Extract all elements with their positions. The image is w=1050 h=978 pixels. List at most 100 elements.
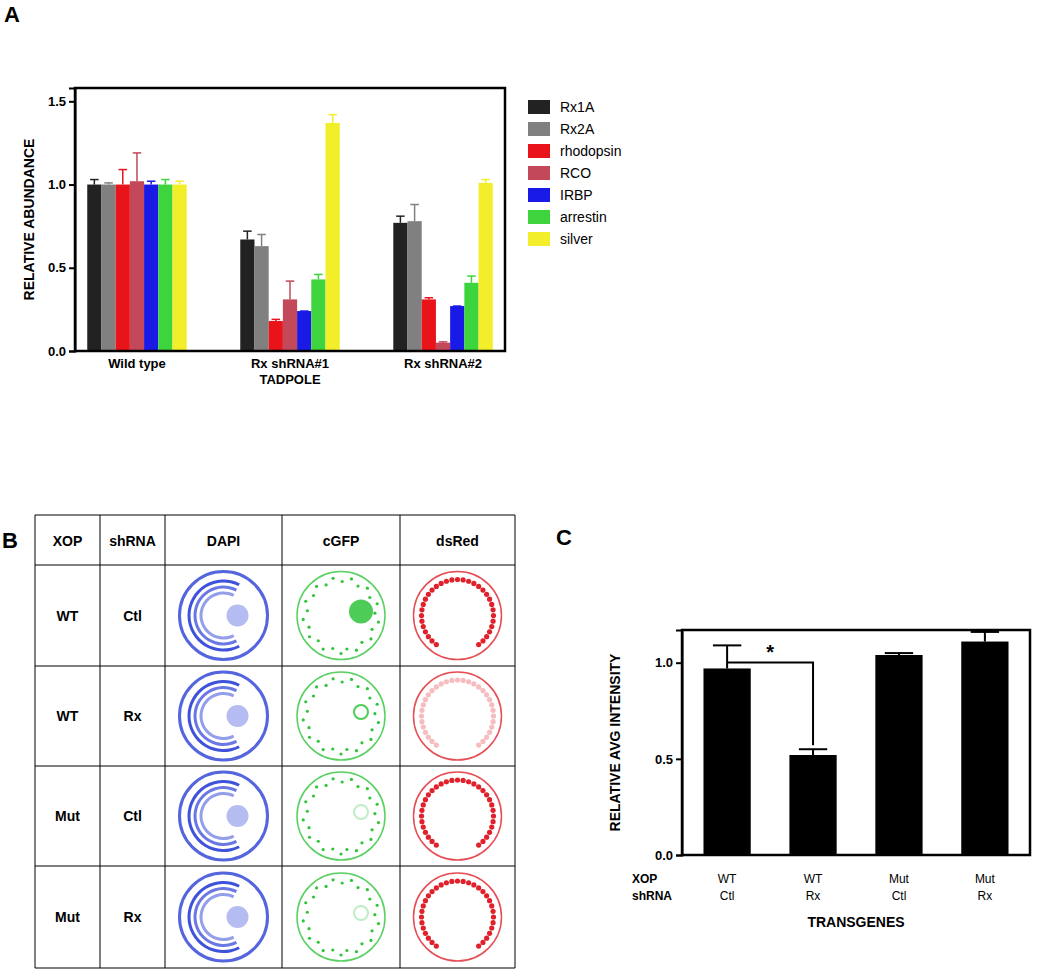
y-tick: 0.0 bbox=[48, 344, 75, 359]
table-cell: Rx bbox=[124, 909, 142, 925]
cell-signal bbox=[345, 848, 348, 851]
table-rule bbox=[35, 866, 515, 867]
table-cell: WT bbox=[57, 708, 79, 724]
error-bar bbox=[453, 306, 462, 307]
error-bar-cap bbox=[104, 182, 113, 184]
cell-signal bbox=[487, 830, 492, 835]
figure: A0.00.51.01.5Wild typeRx shRNA#1Rx shRNA… bbox=[0, 0, 1050, 978]
table-header: XOP bbox=[53, 533, 83, 549]
legend-swatch bbox=[528, 100, 550, 114]
cell-signal bbox=[461, 678, 466, 683]
cell-signal bbox=[304, 700, 307, 703]
cell-signal bbox=[360, 841, 363, 844]
legend-label: arrestin bbox=[560, 209, 607, 225]
bar bbox=[311, 279, 325, 351]
cell-signal bbox=[350, 678, 353, 681]
table-header: DAPI bbox=[207, 533, 240, 549]
table-rule bbox=[35, 968, 515, 969]
cell-signal bbox=[302, 919, 305, 922]
cell-signal bbox=[307, 826, 310, 829]
cell-signal bbox=[306, 609, 309, 612]
legend-label: RCO bbox=[560, 165, 591, 181]
panel-c: C0.00.51.0*XOPshRNAWTWTMutMutCtlRxCtlRxT… bbox=[556, 525, 1030, 930]
error-bar bbox=[396, 216, 405, 223]
error-bar-stem bbox=[261, 234, 263, 246]
cell-signal bbox=[489, 926, 494, 931]
x-tick-label: Wild type bbox=[108, 356, 166, 371]
cell-signal bbox=[307, 726, 310, 729]
lens bbox=[350, 601, 372, 623]
cell-signal bbox=[331, 777, 334, 780]
cell-signal bbox=[490, 607, 495, 612]
error-bar bbox=[104, 183, 113, 185]
cell-signal bbox=[434, 784, 439, 789]
cell-signal bbox=[376, 602, 379, 605]
cell-signal bbox=[306, 710, 309, 713]
cell-signal bbox=[471, 581, 476, 586]
cell-signal bbox=[490, 909, 495, 914]
y-tick-mark bbox=[676, 855, 682, 857]
cell-signal bbox=[490, 819, 495, 824]
cell-signal bbox=[370, 929, 373, 932]
x-tick-label: WT bbox=[804, 872, 823, 886]
error-bar-stem bbox=[332, 115, 334, 123]
error-bar-cap bbox=[439, 341, 448, 343]
micrograph bbox=[414, 772, 502, 860]
cell-signal bbox=[419, 708, 424, 713]
error-bar-cap bbox=[453, 305, 462, 307]
table-cell: Mut bbox=[55, 909, 80, 925]
cell-signal bbox=[444, 779, 449, 784]
cell-signal bbox=[377, 721, 380, 724]
legend-entry: rhodopsin bbox=[528, 143, 622, 159]
cell-signal bbox=[304, 600, 307, 603]
cell-signal bbox=[324, 684, 327, 687]
cell-signal bbox=[350, 879, 353, 882]
cell-signal bbox=[421, 602, 426, 607]
cell-signal bbox=[368, 696, 371, 699]
cell-signal bbox=[439, 882, 444, 887]
cell-signal bbox=[421, 903, 426, 908]
plot-area bbox=[87, 115, 493, 351]
micrograph bbox=[414, 572, 502, 660]
cell-signal bbox=[487, 931, 492, 936]
y-tick: 0.5 bbox=[48, 260, 75, 275]
cell-signal bbox=[331, 577, 334, 580]
cell-signal bbox=[491, 813, 496, 818]
cell-signal bbox=[317, 740, 320, 743]
cell-signal bbox=[434, 584, 439, 589]
cell-signal bbox=[315, 685, 318, 688]
error-bar-cap bbox=[799, 748, 827, 750]
cell-signal bbox=[376, 703, 379, 706]
cell-signal bbox=[480, 889, 485, 894]
cell-signal bbox=[484, 792, 489, 797]
bar bbox=[144, 185, 158, 351]
y-tick-mark bbox=[69, 184, 75, 186]
cell-signal bbox=[490, 920, 495, 925]
micrograph bbox=[297, 572, 385, 660]
error-bar bbox=[971, 632, 999, 642]
cell-signal bbox=[324, 885, 327, 888]
lens bbox=[227, 906, 249, 928]
table-rule bbox=[100, 515, 101, 968]
cell-signal bbox=[476, 885, 481, 890]
table-rule bbox=[35, 766, 515, 767]
legend-swatch bbox=[528, 166, 550, 180]
panel-a: A0.00.51.01.5Wild typeRx shRNA#1Rx shRNA… bbox=[4, 2, 622, 387]
cell-signal bbox=[421, 702, 426, 707]
cell-signal bbox=[423, 931, 428, 936]
cell-signal bbox=[455, 577, 460, 582]
y-tick-label: 0.5 bbox=[655, 752, 673, 767]
bar bbox=[158, 185, 172, 351]
cell-signal bbox=[339, 652, 342, 655]
cell-signal bbox=[373, 712, 376, 715]
micrograph bbox=[180, 873, 268, 961]
error-bar-cap bbox=[133, 152, 142, 154]
error-bar-stem bbox=[414, 205, 416, 222]
bar bbox=[101, 185, 115, 351]
y-tick-label: 1.0 bbox=[655, 655, 673, 670]
eye-outline bbox=[297, 672, 385, 760]
table-header: cGFP bbox=[323, 533, 360, 549]
cell-signal bbox=[315, 785, 318, 788]
table-rule bbox=[35, 666, 515, 667]
y-tick-label: 1.0 bbox=[48, 177, 66, 192]
